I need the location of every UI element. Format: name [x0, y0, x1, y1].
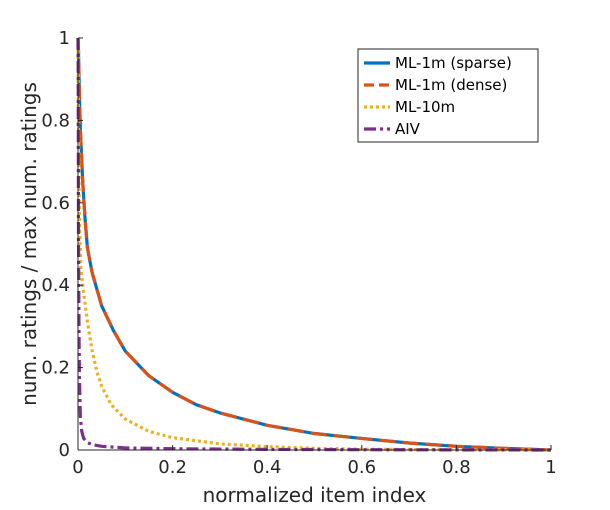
y-tick-label: 1 [59, 28, 70, 49]
legend-label: AIV [395, 120, 421, 138]
x-tick-label: 1 [545, 457, 556, 478]
legend-label: ML-1m (sparse) [395, 54, 512, 72]
x-tick-label: 0.2 [158, 457, 187, 478]
y-tick-label: 0.2 [41, 358, 70, 379]
series-line-3 [76, 37, 552, 452]
series-layer [76, 37, 552, 452]
y-axis-title: num. ratings / max num. ratings [17, 82, 41, 406]
ticks-layer: 0 0.2 0.4 0.6 0.8 1 0 0.2 0.4 0.6 0.8 1 [41, 28, 556, 478]
x-tick-label: 0.4 [253, 457, 282, 478]
axes-layer [77, 38, 551, 451]
y-tick-label: 0.6 [41, 193, 70, 214]
legend: ML-1m (sparse) ML-1m (dense) ML-10m AIV [357, 48, 539, 143]
x-axis-title: normalized item index [203, 483, 427, 507]
legend-label: ML-1m (dense) [395, 76, 507, 94]
y-tick-label: 0.4 [41, 275, 70, 296]
series-line-4 [76, 37, 552, 452]
x-tick-label: 0 [72, 457, 83, 478]
legend-label: ML-10m [395, 98, 455, 116]
x-tick-label: 0.6 [347, 457, 376, 478]
y-tick-label: 0 [59, 440, 70, 461]
series-line-2 [76, 37, 552, 452]
y-tick-label: 0.8 [41, 110, 70, 131]
x-tick-label: 0.8 [442, 457, 471, 478]
